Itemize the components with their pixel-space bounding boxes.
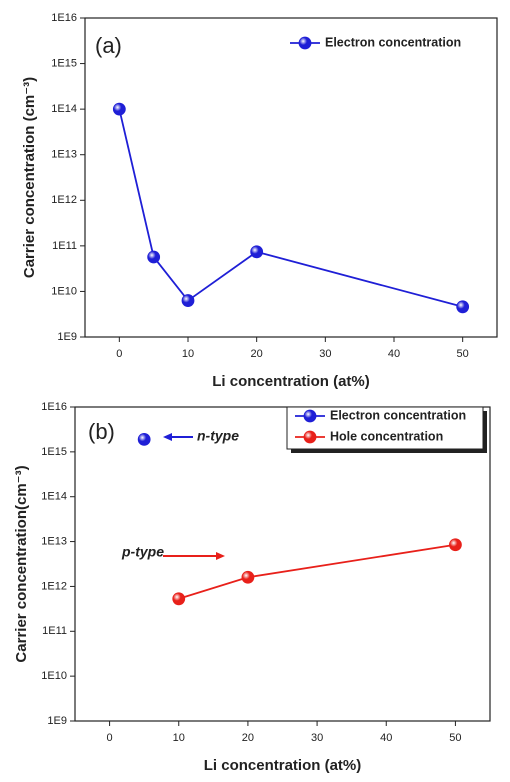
y-axis-title: Carrier concentration(cm⁻³) <box>13 465 30 662</box>
legend-box <box>286 406 484 450</box>
annotation: p-type <box>121 544 164 560</box>
x-tick-label: 30 <box>319 348 331 360</box>
annotation: n-type <box>197 428 239 444</box>
panel-label: (a) <box>95 33 122 58</box>
x-tick-label: 50 <box>457 348 469 360</box>
x-tick-label: 50 <box>449 732 461 744</box>
y-tick-label: 1E12 <box>41 580 67 592</box>
y-tick-label: 1E15 <box>51 57 77 69</box>
y-tick-label: 1E12 <box>51 194 77 206</box>
y-tick-label: 1E9 <box>47 715 67 727</box>
y-tick-label: 1E13 <box>41 535 67 547</box>
data-point <box>181 294 195 307</box>
series-line <box>118 108 463 308</box>
annotation-arrowhead <box>216 552 225 560</box>
legend-label: Electron concentration <box>330 408 466 422</box>
data-point <box>147 250 161 264</box>
series-line <box>178 543 456 600</box>
legend-marker <box>298 36 312 50</box>
x-tick-label: 20 <box>242 732 254 744</box>
data-point <box>449 538 462 552</box>
y-tick-label: 1E11 <box>52 240 77 252</box>
x-axis-title: Li concentration (at%) <box>212 373 370 390</box>
annotation-arrowhead <box>163 433 172 441</box>
legend-marker <box>303 409 317 423</box>
y-tick-label: 1E13 <box>51 149 77 161</box>
legend-label: Electron concentration <box>325 35 461 49</box>
y-tick-label: 1E16 <box>51 12 77 24</box>
plot-frame <box>84 17 498 338</box>
plot-frame <box>74 406 491 722</box>
y-tick-label: 1E10 <box>41 670 67 682</box>
x-tick-label: 10 <box>182 348 194 360</box>
y-tick-label: 1E14 <box>41 491 67 503</box>
x-axis-title: Li concentration (at%) <box>204 757 362 774</box>
y-tick-label: 1E14 <box>51 103 77 115</box>
data-point <box>112 102 126 116</box>
x-tick-label: 10 <box>173 732 185 744</box>
x-tick-label: 0 <box>107 732 113 744</box>
y-tick-label: 1E11 <box>42 625 67 637</box>
y-tick-label: 1E10 <box>51 285 77 297</box>
x-tick-label: 40 <box>388 348 400 360</box>
data-point <box>172 592 186 606</box>
legend-marker <box>303 430 317 444</box>
y-tick-label: 1E15 <box>41 446 67 458</box>
data-point <box>250 245 264 259</box>
x-tick-label: 0 <box>116 348 122 360</box>
y-axis-title: Carrier concentration (cm⁻³) <box>21 77 38 278</box>
x-tick-label: 30 <box>311 732 323 744</box>
panel-label: (b) <box>88 419 115 444</box>
x-tick-label: 20 <box>251 348 263 360</box>
data-point <box>137 432 151 446</box>
legend-label: Hole concentration <box>330 429 443 443</box>
x-tick-label: 40 <box>380 732 392 744</box>
y-tick-label: 1E16 <box>41 401 67 413</box>
y-tick-label: 1E9 <box>57 331 77 343</box>
data-point <box>241 570 255 584</box>
data-point <box>456 300 470 314</box>
